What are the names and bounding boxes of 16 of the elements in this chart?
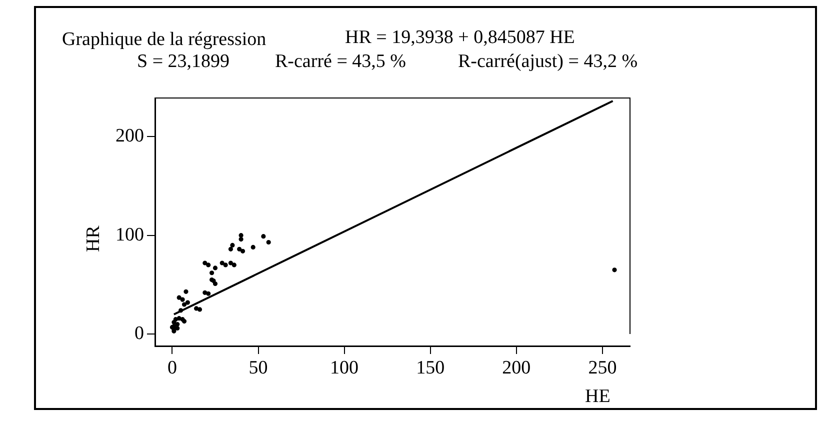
text: R-carré = 43,5 % (275, 51, 406, 72)
chart-title: Graphique de la régression (62, 29, 266, 50)
x-tick-label: 100 (330, 357, 359, 378)
x-tick-label: 0 (167, 357, 177, 378)
text: R-carré(ajust) = 43,2 % (458, 51, 638, 72)
x-axis-title: HE (585, 386, 610, 407)
text: S = 23,1899 (137, 51, 230, 72)
y-tick-label: 200 (116, 126, 144, 147)
x-tick-label: 250 (588, 357, 617, 378)
y-tick-label: 0 (134, 323, 144, 344)
x-tick-label: 50 (248, 357, 268, 378)
x-tick-label: 200 (502, 357, 531, 378)
y-axis-title: HR (83, 226, 104, 252)
x-tick-label: 150 (416, 357, 445, 378)
y-tick-label: 100 (116, 224, 144, 246)
text: HR = 19,3938 + 0,845087 HE (345, 27, 575, 48)
